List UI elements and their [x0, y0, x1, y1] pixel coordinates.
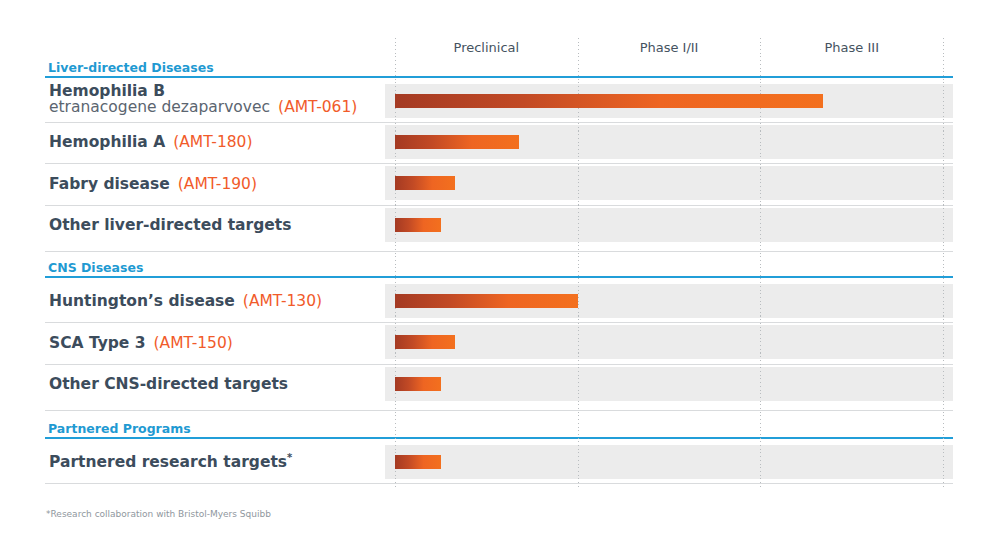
progress-bar — [395, 94, 823, 108]
row-label: Other liver-directed targets — [45, 218, 291, 234]
pipeline-row: Other CNS-directed targets — [45, 365, 953, 412]
phase-track — [385, 445, 953, 479]
program-code: (AMT-190) — [178, 175, 257, 193]
footnote-marker: * — [287, 452, 292, 463]
column-header: Preclinical — [454, 40, 520, 55]
footnote: *Research collaboration with Bristol-Mye… — [46, 509, 271, 519]
progress-bar — [395, 135, 519, 149]
progress-bar — [395, 294, 578, 308]
phase-track — [385, 125, 953, 159]
phase-track — [385, 208, 953, 242]
row-label: Other CNS-directed targets — [45, 377, 288, 393]
progress-bar — [395, 218, 441, 232]
pipeline-row: Hemophilia A(AMT-180) — [45, 123, 953, 165]
progress-bar — [395, 377, 441, 391]
phase-track — [385, 284, 953, 318]
row-label: SCA Type 3(AMT-150) — [45, 336, 233, 352]
row-label: Hemophilia A(AMT-180) — [45, 135, 253, 151]
section-header: Liver-directed Diseases — [45, 56, 953, 78]
column-header: Phase I/II — [640, 40, 699, 55]
row-sublabel: etranacogene dezaparvovec — [49, 98, 270, 116]
phase-track — [385, 325, 953, 359]
row-label: Huntington’s disease(AMT-130) — [45, 294, 322, 310]
section-title: Partnered Programs — [48, 421, 191, 436]
pipeline-row: Hemophilia B etranacogene dezaparvovec(A… — [45, 78, 953, 123]
section-title: Liver-directed Diseases — [48, 60, 214, 75]
section-header: Partnered Programs — [45, 411, 953, 439]
progress-bar — [395, 176, 455, 190]
pipeline-chart: Preclinical Phase I/II Phase III Liver-dir… — [0, 0, 1000, 536]
program-code: (AMT-180) — [173, 133, 252, 151]
pipeline-row: Fabry disease(AMT-190) — [45, 164, 953, 206]
pipeline-sections: Liver-directed Diseases Hemophilia B etr… — [45, 56, 953, 484]
phase-track — [385, 84, 953, 118]
row-label: Hemophilia B etranacogene dezaparvovec(A… — [45, 84, 357, 115]
section-title: CNS Diseases — [48, 260, 143, 275]
section-header: CNS Diseases — [45, 252, 953, 278]
progress-bar — [395, 335, 455, 349]
column-header: Phase III — [825, 40, 879, 55]
pipeline-row: Partnered research targets* — [45, 439, 953, 484]
pipeline-row: Other liver-directed targets — [45, 206, 953, 253]
program-code: (AMT-061) — [278, 98, 357, 116]
program-code: (AMT-150) — [154, 334, 233, 352]
phase-divider-dotted-line — [943, 38, 944, 489]
row-label: Fabry disease(AMT-190) — [45, 177, 257, 193]
pipeline-row: Huntington’s disease(AMT-130) — [45, 278, 953, 323]
row-label: Partnered research targets* — [45, 455, 292, 472]
progress-bar — [395, 455, 441, 469]
phase-track — [385, 166, 953, 200]
pipeline-row: SCA Type 3(AMT-150) — [45, 323, 953, 365]
phase-track — [385, 367, 953, 401]
program-code: (AMT-130) — [243, 292, 322, 310]
